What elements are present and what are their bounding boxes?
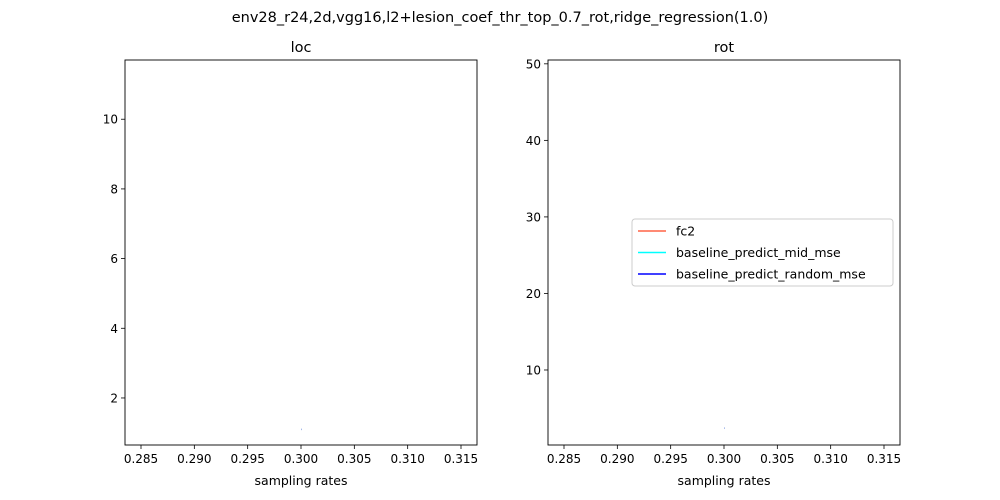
x-tick-label: 0.305 xyxy=(337,452,371,466)
legend-box xyxy=(631,218,894,287)
x-tick-label: 0.300 xyxy=(707,452,741,466)
subplot-title: loc xyxy=(291,40,312,56)
x-tick-label: 0.315 xyxy=(867,452,901,466)
y-tick-label: 20 xyxy=(526,287,541,301)
y-tick-label: 2 xyxy=(110,391,118,405)
y-tick-label: 6 xyxy=(110,252,118,266)
y-tick-label: 40 xyxy=(526,134,541,148)
legend: fc2 baseline_predict_mid_mse baseline_pred… xyxy=(631,218,894,287)
x-axis-label: sampling rates xyxy=(255,473,348,488)
y-tick-label: 30 xyxy=(526,210,541,224)
x-tick-label: 0.295 xyxy=(653,452,687,466)
y-tick-label: 10 xyxy=(526,363,541,377)
legend-label-baseline-predict-mid-mse: baseline_predict_mid_mse xyxy=(676,245,841,260)
subplot-title: rot xyxy=(714,40,735,56)
loc-chart: loc 0.285 0.290 0.295 0.300 0.305 0.310 0.315 2 4… xyxy=(103,40,478,488)
x-axis-label: sampling rates xyxy=(678,473,771,488)
x-tick-label: 0.310 xyxy=(390,452,424,466)
axes-frame xyxy=(547,59,901,446)
x-tick-label: 0.305 xyxy=(760,452,794,466)
x-tick-label: 0.285 xyxy=(124,452,158,466)
x-tick-label: 0.315 xyxy=(444,452,478,466)
x-tick-label: 0.290 xyxy=(600,452,634,466)
x-tick-label: 0.300 xyxy=(284,452,318,466)
figure-title: env28_r24,2d,vgg16,l2+lesion_coef_thr_to… xyxy=(232,10,769,26)
x-tick-label: 0.285 xyxy=(547,452,581,466)
y-tick-label: 8 xyxy=(110,182,118,196)
y-tick-label: 10 xyxy=(103,113,118,127)
legend-label-baseline-predict-random-mse: baseline_predict_random_mse xyxy=(676,267,866,282)
x-tick-label: 0.295 xyxy=(230,452,264,466)
y-tick-label: 50 xyxy=(526,57,541,71)
y-tick-label: 4 xyxy=(110,322,118,336)
x-tick-label: 0.290 xyxy=(177,452,211,466)
axes-frame xyxy=(124,59,478,446)
x-tick-label: 0.310 xyxy=(813,452,847,466)
legend-label-fc2: fc2 xyxy=(676,224,695,239)
rot-chart: rot 0.285 0.290 0.295 0.300 0.305 0.310 0.315 10… xyxy=(526,40,901,488)
